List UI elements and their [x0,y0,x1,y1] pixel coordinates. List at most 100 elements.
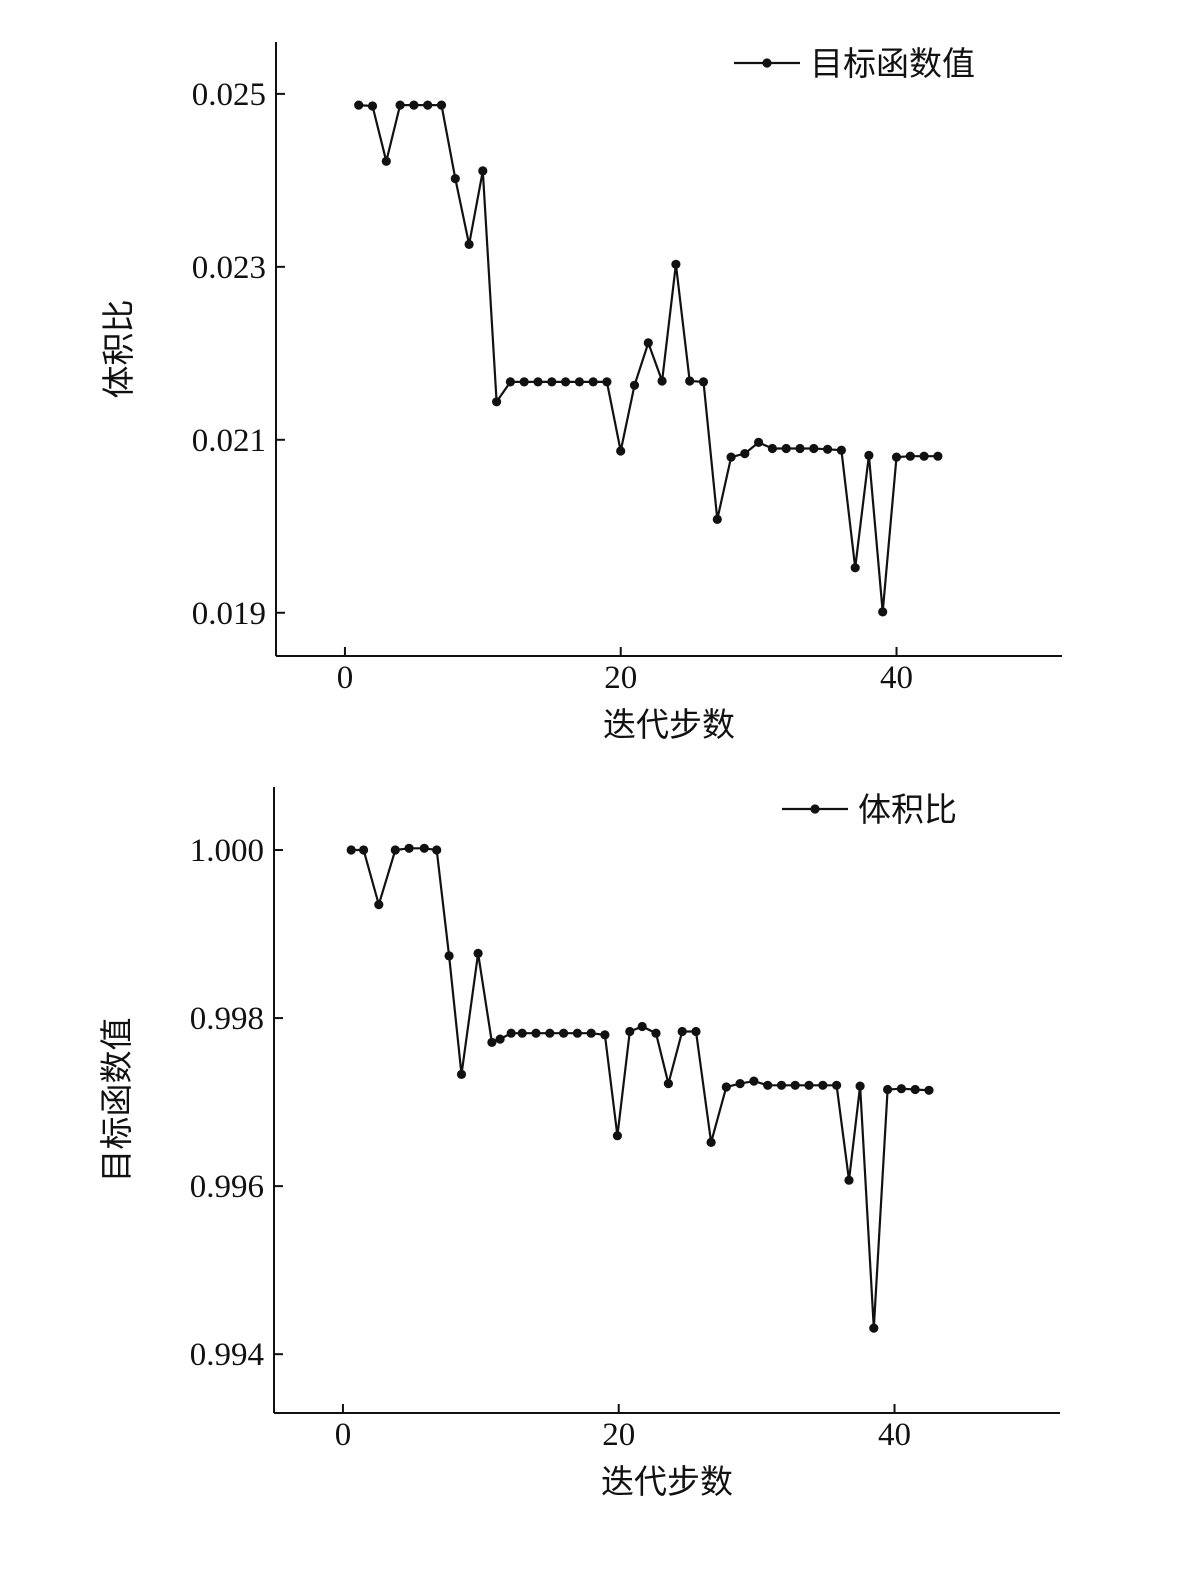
data-point [698,377,709,387]
y-tick-label: 0.023 [192,250,266,286]
data-point [869,1323,879,1333]
legend-marker [810,804,820,814]
data-point [559,1028,569,1038]
data-point [706,1137,716,1147]
data-point [409,100,419,110]
data-point [850,563,860,573]
data-point [450,174,460,184]
data-point [547,377,557,387]
data-point [456,1069,467,1079]
data-point [749,1076,759,1086]
data-point [492,397,502,407]
data-point [586,1028,596,1038]
data-point [561,377,571,387]
data-point [795,443,805,454]
data-point [790,1080,800,1090]
data-point [781,443,791,454]
data-point [478,166,488,176]
x-tick-label: 40 [878,1417,911,1453]
data-point [404,843,414,853]
data-point [740,449,750,459]
data-point [533,377,543,387]
data-point [531,1028,541,1038]
data-point [844,1175,854,1185]
data-point [600,1030,610,1040]
data-point [395,100,405,110]
chart-objective-value: 0.994 0.996 0.998 1.000 0 20 40 迭代步数 目标函数值 体积比 [97,787,1060,1501]
data-point [625,1026,635,1037]
data-point [381,156,391,166]
x-tick-label: 0 [337,660,354,696]
data-point [651,1028,661,1038]
x-axis-title: 迭代步数 [603,705,735,744]
data-point [657,376,667,386]
y-tick-label: 0.998 [190,1001,264,1037]
data-point [506,1028,516,1038]
data-point [891,452,902,462]
data-point [517,1028,527,1038]
data-point [855,1081,865,1091]
data-point [505,377,515,387]
data-point [473,948,483,958]
y-tick-label: 0.996 [190,1169,264,1205]
data-point [933,451,943,461]
data-point [616,446,626,456]
data-point [423,100,433,110]
chart-volume-ratio: 0.019 0.021 0.023 0.025 0 20 40 迭代步数 体积比 目标函数值 [99,42,1062,744]
data-point [464,239,474,249]
data-point [767,443,778,454]
data-point [663,1079,674,1089]
data-point [436,100,447,110]
data-point [367,101,378,111]
x-tick-label: 0 [335,1417,352,1453]
data-point [572,1028,583,1038]
data-point [896,1084,907,1094]
data-point [712,514,722,525]
y-tick-label: 1.000 [190,833,264,869]
data-point [754,437,764,447]
data-point [359,845,369,855]
x-axis-title: 迭代步数 [601,1462,733,1501]
data-point [588,377,598,387]
data-point [919,451,929,461]
data-point [346,845,356,855]
data-point [776,1080,787,1090]
data-point [823,444,833,454]
legend-marker [762,58,772,68]
legend-label: 目标函数值 [810,44,975,83]
data-point [804,1080,814,1090]
data-point [832,1080,842,1090]
data-point [924,1085,934,1095]
data-point [545,1028,555,1038]
data-point [671,259,681,269]
series-line [351,847,930,1329]
data-point [878,607,888,617]
series-line [358,103,938,612]
data-point [390,845,400,855]
data-point [818,1080,828,1090]
data-point [685,376,695,386]
y-tick-label: 0.019 [192,596,266,632]
data-point [763,1080,773,1090]
data-point [629,380,640,390]
y-tick-label: 0.994 [190,1337,264,1373]
data-point [444,951,454,961]
data-point [495,1034,505,1044]
x-tick-label: 40 [880,660,913,696]
data-point [612,1131,623,1141]
y-tick-label: 0.021 [192,423,266,459]
data-point [487,1037,497,1047]
data-point [735,1079,745,1089]
y-axis-title: 目标函数值 [97,1018,136,1183]
data-point [374,900,384,910]
data-point [354,100,364,110]
data-point [519,377,529,387]
data-point [864,450,874,460]
data-point [883,1084,893,1095]
data-point [726,452,736,462]
data-point [602,377,612,387]
x-tick-label: 20 [604,660,637,696]
x-tick-label: 20 [602,1417,635,1453]
data-point [677,1026,687,1037]
